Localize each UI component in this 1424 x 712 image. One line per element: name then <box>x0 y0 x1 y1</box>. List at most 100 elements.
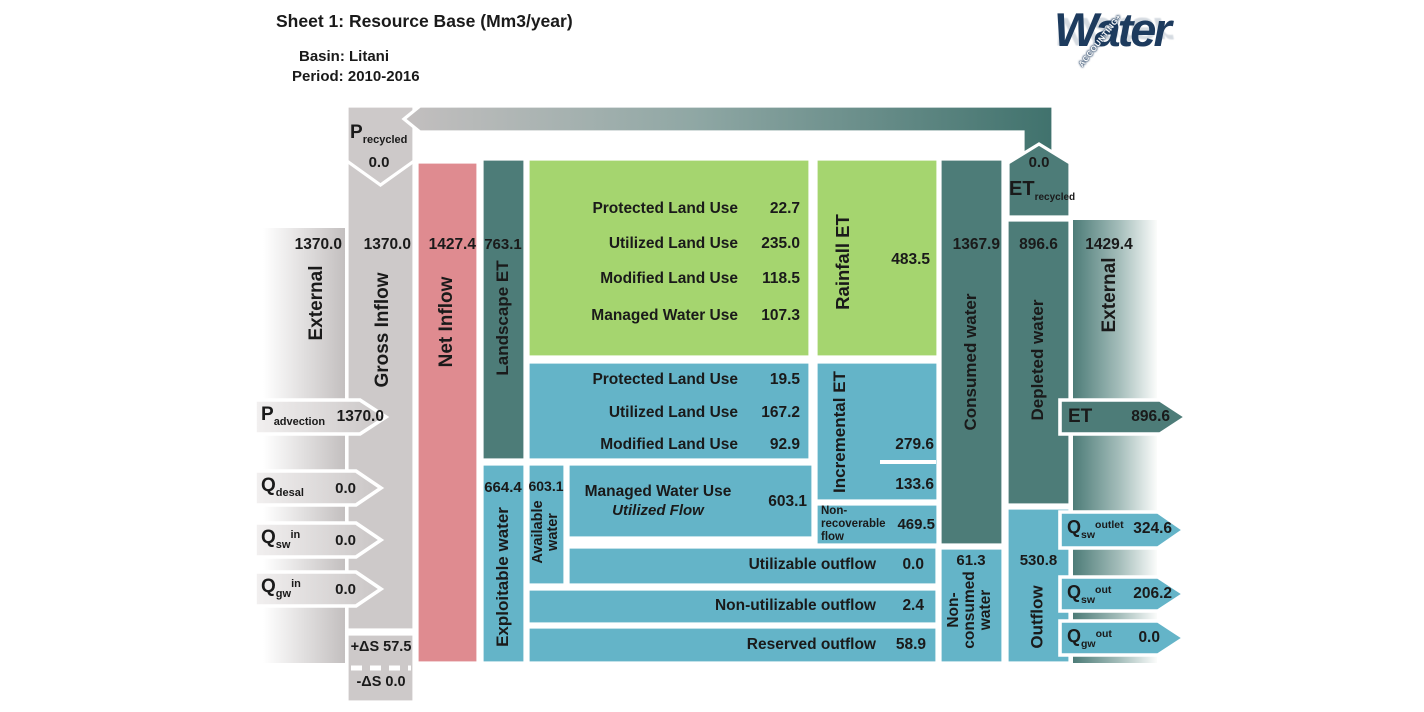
p-advection-label: Padvection <box>261 405 325 429</box>
q-desal-arrow-shape <box>253 469 385 507</box>
storage-minus-label: -ΔS <box>356 674 382 690</box>
basin-label: Basin: <box>299 48 345 65</box>
et-recycled-value: 0.0 <box>1028 154 1050 171</box>
rainfall-row-value: 107.3 <box>761 307 800 324</box>
q-sw-in-sub: sw <box>275 539 291 551</box>
incremental-et-upper-value: 279.6 <box>895 436 934 453</box>
consumed-water-label: Consumed water <box>961 293 981 431</box>
q-gw-in-value: 0.0 <box>335 581 356 598</box>
utilizable-outflow-value: 0.0 <box>902 556 924 573</box>
exploitable-water-value: 664.4 <box>484 479 522 496</box>
q-sw-outlet-sub: sw <box>1081 529 1096 541</box>
gross-inflow-value: 1370.0 <box>363 236 411 253</box>
non-consumed-water-label: Non- consumed water <box>944 571 995 649</box>
q-gw-out-sub: gw <box>1081 638 1096 650</box>
incremental-row-value: 167.2 <box>761 404 800 421</box>
outflow-value: 530.8 <box>1019 552 1058 569</box>
rainfall-landuse-block-shape <box>526 157 812 359</box>
reserved-outflow-label: Reserved outflow <box>746 636 876 653</box>
q-gw-in-arrow-shape <box>253 570 385 608</box>
q-desal-symbol: Q <box>261 475 276 496</box>
p-advection-arrow-shape <box>253 398 390 436</box>
q-gw-out-value: 0.0 <box>1138 629 1160 646</box>
rainfall-et-block-shape <box>814 157 940 359</box>
incremental-row-value: 19.5 <box>769 371 800 388</box>
non-recoverable-flow-block-shape <box>814 502 940 547</box>
q-gw-out-label: Qgwout <box>1067 627 1112 650</box>
incremental-row-label: Utilized Land Use <box>608 404 738 421</box>
rainfall-et-label: Rainfall ET <box>832 214 854 310</box>
landscape-et-label: Landscape ET <box>493 260 513 376</box>
q-gw-in-sup: in <box>291 578 301 590</box>
recycled-flow-band-shape <box>401 104 1055 162</box>
basin-value: Litani <box>349 48 390 65</box>
non-utilizable-outflow-value: 2.4 <box>902 597 924 614</box>
q-gw-out-arrow-shape <box>1058 619 1188 657</box>
available-water-label: Available water <box>529 500 561 564</box>
q-sw-out-value: 206.2 <box>1133 585 1172 602</box>
consumed-water-value: 1367.9 <box>952 236 1000 253</box>
non-recoverable-flow-label: Non- recoverable flow <box>821 505 886 543</box>
q-gw-in-label: Qgwin <box>261 577 301 601</box>
depleted-water-label: Depleted water <box>1028 299 1048 421</box>
p-recycled-arrow-shape <box>345 104 416 187</box>
reserved-outflow-value: 58.9 <box>895 636 926 653</box>
q-desal-sub: desal <box>275 487 304 499</box>
rainfall-row-value: 22.7 <box>769 200 800 217</box>
net-inflow-column-shape <box>415 160 480 665</box>
et-arrow-shape <box>1058 398 1190 436</box>
rainfall-row-label: Managed Water Use <box>591 307 738 324</box>
period-value: 2010-2016 <box>347 68 420 85</box>
q-desal-value: 0.0 <box>335 480 356 497</box>
incremental-et-label: Incremental ET <box>830 371 850 493</box>
q-gw-out-symbol: Q <box>1067 626 1082 646</box>
incremental-row-value: 92.9 <box>769 436 800 453</box>
external-left-value: 1370.0 <box>294 236 342 253</box>
basin-line: Basin: Litani <box>299 49 389 65</box>
outflow-label: Outflow <box>1027 585 1047 649</box>
p-recycled-symbol: P <box>350 122 363 143</box>
p-recycled-label: Precycled <box>350 123 407 147</box>
q-gw-in-symbol: Q <box>261 576 276 597</box>
rainfall-et-value: 483.5 <box>891 251 930 268</box>
exploitable-water-label: Exploitable water <box>493 507 513 647</box>
gross-inflow-label: Gross Inflow <box>372 272 394 388</box>
q-sw-out-symbol: Q <box>1067 582 1082 602</box>
net-inflow-value: 1427.4 <box>428 236 476 253</box>
p-advection-sub: advection <box>273 416 326 428</box>
managed-water-use-block-shape <box>566 462 815 540</box>
incremental-et-lower-value: 133.6 <box>895 476 934 493</box>
available-water-column-shape <box>526 462 567 587</box>
non-utilizable-outflow-label: Non-utilizable outflow <box>714 597 876 614</box>
external-right-value: 1429.4 <box>1085 236 1133 253</box>
storage-plus: +ΔS 57.5 <box>349 639 413 655</box>
q-sw-out-sup: out <box>1095 584 1112 596</box>
q-sw-outlet-sup: outlet <box>1095 519 1124 531</box>
depleted-water-column-shape <box>1005 218 1072 507</box>
managed-water-use-value: 603.1 <box>768 493 807 510</box>
q-sw-in-symbol: Q <box>261 527 276 548</box>
q-sw-outlet-symbol: Q <box>1067 517 1082 537</box>
managed-water-use-label: Managed Water Use <box>584 483 732 500</box>
q-sw-in-label: Qswin <box>261 528 300 552</box>
exploitable-water-column-shape <box>480 462 527 665</box>
incremental-row-label: Protected Land Use <box>592 371 738 388</box>
utilized-flow-sublabel: Utilized Flow <box>612 502 704 519</box>
landscape-et-column-shape <box>480 157 527 462</box>
et-recycled-sub: recycled <box>1034 192 1076 203</box>
q-gw-in-sub: gw <box>275 588 292 600</box>
q-gw-out-sup: out <box>1095 628 1112 640</box>
p-recycled-value: 0.0 <box>368 154 390 171</box>
et-recycled-label: ETrecycled <box>1009 179 1075 204</box>
depleted-water-value: 896.6 <box>1019 236 1058 253</box>
et-recycled-symbol: ET <box>1009 178 1035 200</box>
non-recoverable-flow-value: 469.5 <box>897 516 935 533</box>
p-advection-value: 1370.0 <box>336 408 384 425</box>
rainfall-row-label: Utilized Land Use <box>608 235 738 252</box>
utilizable-outflow-row-shape <box>566 545 939 587</box>
storage-minus-value: 0.0 <box>385 674 406 690</box>
non-consumed-water-value: 61.3 <box>956 552 986 569</box>
p-advection-symbol: P <box>261 404 274 425</box>
